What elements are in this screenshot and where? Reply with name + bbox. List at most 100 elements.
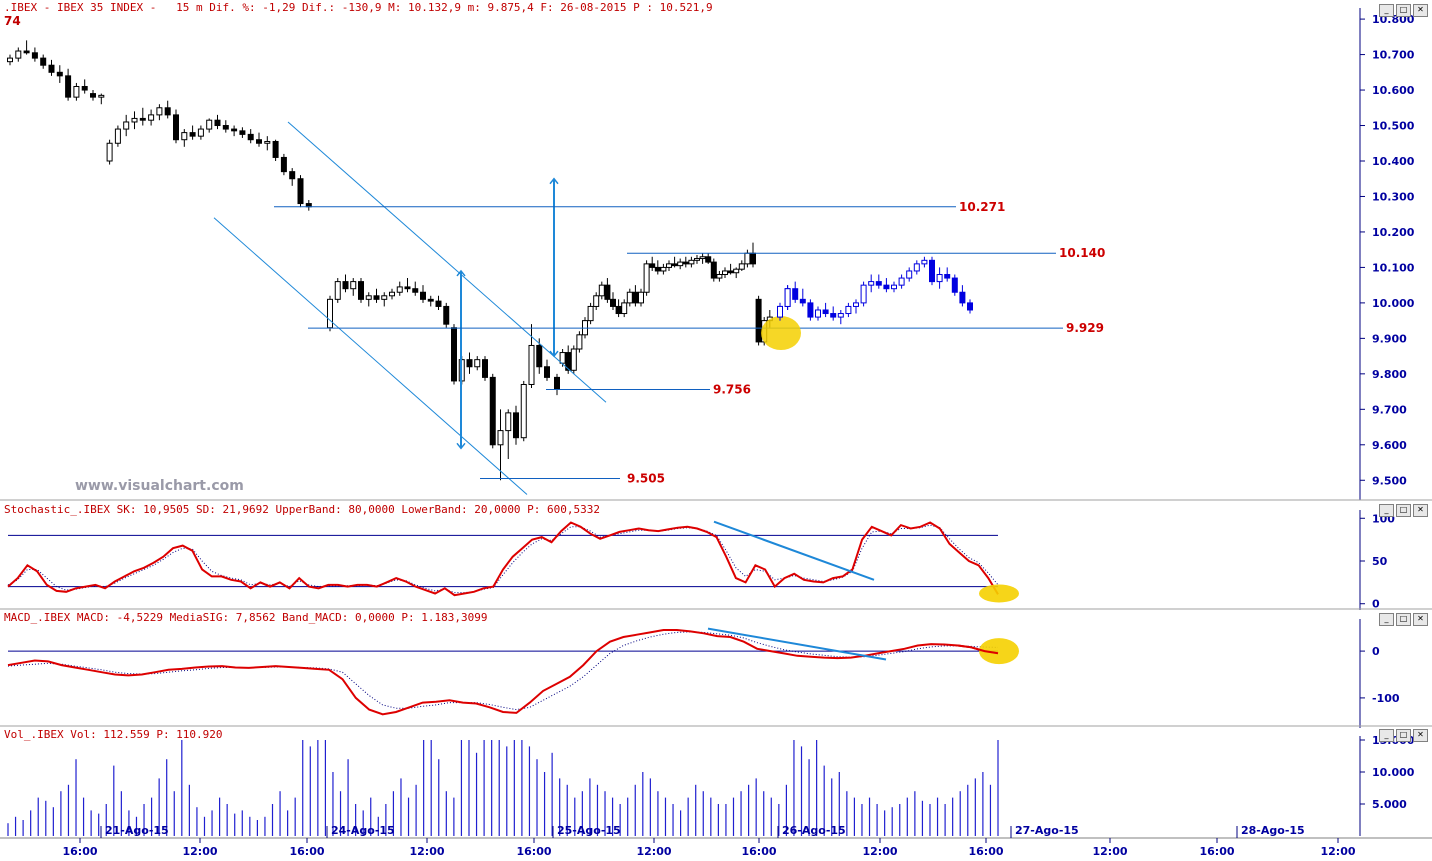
candle	[206, 119, 213, 130]
x-time-label: 12:00	[862, 845, 897, 857]
x-time-label: 12:00	[1320, 845, 1355, 857]
candle	[936, 274, 943, 283]
arrow-head	[456, 269, 466, 277]
candle	[280, 156, 287, 173]
highlight-circle	[979, 638, 1019, 665]
candle	[570, 348, 577, 371]
maximize-button[interactable]: □	[1396, 613, 1411, 626]
stoch-sd-line	[7, 524, 999, 594]
candle	[73, 85, 80, 98]
main-panel-header: .IBEX - IBEX 35 INDEX - 15 m Dif. %: -1,…	[4, 1, 713, 14]
candle	[451, 327, 457, 382]
candle	[755, 298, 762, 343]
x-date-label: 24-Ago-15	[331, 824, 395, 837]
close-button[interactable]: ✕	[1413, 729, 1428, 742]
candle	[784, 288, 791, 307]
candle	[189, 132, 196, 137]
candle	[164, 107, 171, 116]
candle	[156, 107, 163, 116]
maximize-button[interactable]: □	[1396, 729, 1411, 742]
candle	[598, 284, 605, 297]
candle	[705, 256, 712, 263]
candle	[114, 128, 121, 144]
candle	[913, 263, 920, 272]
candle	[587, 305, 594, 322]
x-time-label: 16:00	[968, 845, 1003, 857]
candle	[297, 178, 304, 205]
candle	[777, 305, 783, 318]
y-tick-label: 9.700	[1372, 403, 1407, 416]
candle	[688, 259, 695, 265]
candle	[822, 309, 829, 315]
candle	[682, 261, 689, 265]
candle	[967, 302, 973, 311]
stoch-sk-line	[7, 521, 999, 597]
candle	[389, 291, 395, 297]
candle	[554, 376, 560, 390]
minimize-button[interactable]: _	[1379, 4, 1394, 17]
watermark: www.visualchart.com	[75, 478, 244, 494]
candle	[906, 270, 913, 279]
x-date-label: 26-Ago-15	[782, 824, 846, 837]
candle	[694, 258, 700, 261]
candle	[350, 281, 357, 290]
candle	[466, 359, 473, 368]
candle	[738, 263, 745, 270]
candle	[505, 412, 512, 432]
candle	[513, 412, 519, 439]
macd-line-tail	[957, 644, 999, 655]
candle	[621, 302, 628, 315]
candle	[420, 291, 426, 300]
minimize-button[interactable]: _	[1379, 613, 1394, 626]
level-label: 9.505	[627, 471, 665, 485]
candle	[883, 284, 890, 290]
candle	[106, 142, 113, 162]
candle	[90, 93, 96, 98]
candle	[536, 344, 543, 368]
candle	[837, 313, 844, 318]
close-button[interactable]: ✕	[1413, 613, 1428, 626]
minimize-button[interactable]: _	[1379, 729, 1394, 742]
close-button[interactable]: ✕	[1413, 4, 1428, 17]
candle	[222, 125, 229, 130]
candle	[56, 71, 63, 77]
macd-window-buttons: _ □ ✕	[1379, 613, 1428, 626]
candle	[139, 117, 146, 121]
candle	[381, 295, 388, 300]
divergence-line	[707, 627, 887, 661]
candle	[239, 130, 246, 135]
candle	[197, 128, 204, 137]
candle	[373, 295, 380, 300]
maximize-button[interactable]: □	[1396, 4, 1411, 17]
candle	[443, 305, 450, 325]
candle	[435, 300, 442, 307]
arrow-head	[456, 442, 466, 450]
x-time-label: 16:00	[289, 845, 324, 857]
y-tick-label: -100	[1372, 692, 1400, 705]
candle	[7, 57, 13, 63]
y-tick-label: 0	[1372, 598, 1380, 611]
close-button[interactable]: ✕	[1413, 504, 1428, 517]
macd-line	[7, 629, 999, 716]
maximize-button[interactable]: □	[1396, 504, 1411, 517]
y-tick-label: 10.400	[1372, 155, 1415, 168]
candle	[81, 85, 88, 91]
y-tick-label: 5.000	[1372, 798, 1407, 811]
minimize-button[interactable]: _	[1379, 504, 1394, 517]
candle	[929, 259, 935, 283]
x-date-label: 25-Ago-15	[557, 824, 621, 837]
candle	[643, 263, 650, 293]
candle	[944, 274, 951, 279]
candle	[131, 117, 138, 123]
candle	[528, 344, 535, 385]
x-date-label: 27-Ago-15	[1015, 824, 1079, 837]
candle	[272, 140, 279, 158]
candle	[710, 261, 717, 279]
candle	[181, 132, 188, 141]
y-tick-label: 9.800	[1372, 368, 1407, 381]
y-tick-label: 10.700	[1372, 49, 1415, 62]
candle	[48, 64, 55, 73]
candle	[98, 94, 105, 98]
x-time-label: 12:00	[636, 845, 671, 857]
